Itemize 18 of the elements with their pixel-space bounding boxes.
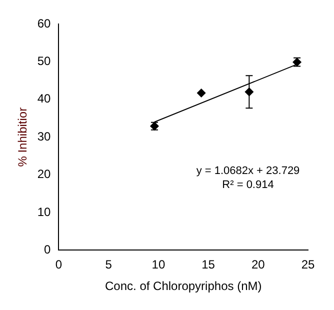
- y-tick-label: 40: [37, 92, 52, 106]
- x-tick-label: 5: [105, 258, 112, 272]
- x-tick-label: 15: [202, 258, 216, 272]
- y-tick-label: 0: [44, 242, 52, 257]
- annotation: R² = 0.914: [222, 179, 274, 191]
- y-tick-label: 20: [37, 167, 52, 182]
- point: [196, 88, 206, 98]
- x-tick-label: 25: [301, 258, 315, 272]
- x-tick-label: 10: [152, 258, 166, 272]
- annotation: y = 1.0682x + 23.729: [196, 165, 300, 177]
- y-axis-title: % Inhibitior: [16, 107, 30, 167]
- x-tick-label: 20: [251, 258, 266, 272]
- y-tick-label: 60: [37, 16, 52, 30]
- x-tick-label: 0: [55, 258, 62, 272]
- x-axis-title: Conc. of Chloropyriphos (nM): [105, 279, 262, 294]
- y-tick-label: 10: [37, 204, 52, 219]
- y-tick-label: 30: [37, 129, 52, 144]
- y-tick-label: 50: [37, 54, 52, 68]
